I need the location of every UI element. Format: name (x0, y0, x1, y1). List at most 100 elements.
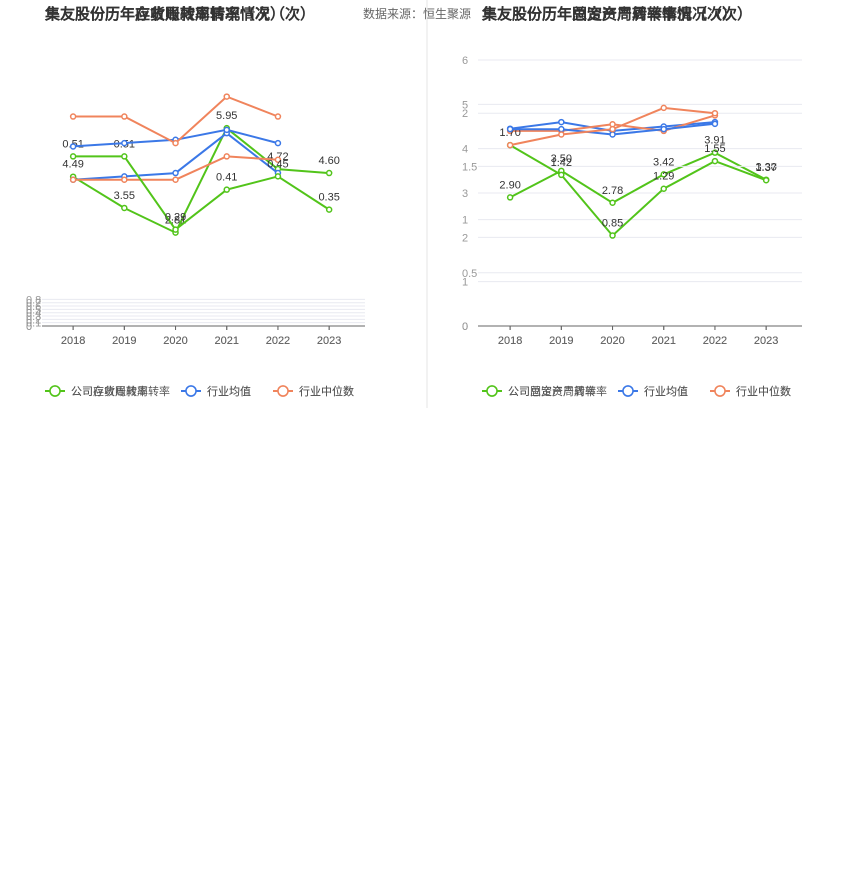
chart4-data-point (711, 109, 719, 117)
chart1-data-point (69, 176, 77, 183)
chart3-data-point (558, 118, 565, 126)
chart1-data-label: 3.55 (114, 190, 135, 202)
chart1-y-tick-label: 0.7 (26, 298, 41, 310)
chart3-legend-label: 行业中位数 (736, 384, 791, 398)
chart1-data-label: 4.60 (318, 155, 339, 167)
chart3-y-tick-label: 1 (462, 277, 468, 289)
chart1-legend-label: 行业均值 (207, 385, 251, 398)
chart4-data-label: 0.85 (602, 218, 623, 230)
chart1-x-tick-label: 2019 (112, 335, 136, 347)
chart2-data-point (121, 153, 128, 160)
chart4-y-tick-label: 1.5 (462, 161, 477, 173)
chart1-series-line-1 (72, 126, 330, 234)
chart1-y-tick-label: 0.4 (26, 308, 41, 320)
chart2-legend-label: 行业中位数 (299, 384, 354, 398)
chart4-data-point (609, 125, 616, 133)
chart4-data-label: 1.37 (755, 162, 776, 174)
chart4-data-point (711, 120, 719, 128)
chart2-legend-label: 公司存货周转率 (71, 384, 148, 398)
chart4-data-point (558, 131, 565, 138)
chart2-data-label: 0.35 (318, 192, 339, 204)
chart3-data-point (609, 199, 616, 207)
chart2-data-label: 0.41 (216, 172, 237, 184)
chart2-data-point (69, 113, 77, 120)
chart1-legend-label: 公司应收账款周转率 (71, 384, 170, 398)
chart2-x-tick-label: 2019 (112, 335, 136, 347)
chart1-data-point (172, 169, 179, 177)
chart3-x-tick-label: 2023 (754, 335, 778, 347)
chart3-y-tick-label: 4 (462, 144, 468, 156)
chart2-x-tick-label: 2022 (266, 335, 290, 347)
chart2-data-point (325, 206, 333, 213)
chart3-data-point (660, 171, 667, 178)
chart3-data-point (506, 194, 514, 201)
chart3-y-tick-label: 2 (462, 232, 468, 244)
chart4-data-point (762, 176, 770, 184)
chart4-data-point (558, 171, 565, 179)
chart1-legend-label: 行业中位数 (299, 384, 354, 398)
chart2-x-tick-label: 2021 (214, 335, 238, 347)
chart3-data-point (711, 149, 719, 156)
chart4-x-tick-label: 2019 (549, 335, 573, 347)
chart4-legend-label: 行业均值 (644, 385, 688, 398)
chart2-legend-swatch-icon (49, 385, 61, 397)
chart4-data-point (660, 104, 667, 112)
chart3-y-tick-label: 0 (462, 321, 468, 333)
chart4-x-tick-label: 2021 (651, 335, 675, 347)
chart3-data-label: 3.50 (551, 153, 572, 165)
chart2-x-tick-label: 2023 (317, 335, 341, 347)
chart2-series-line-1 (73, 155, 330, 232)
chart4-legend-swatch-icon (622, 385, 634, 397)
chart4-x-tick-label: 2018 (498, 335, 522, 347)
chart1-x-tick-label: 2020 (163, 335, 187, 347)
chart2-data-point (223, 186, 230, 193)
chart1-data-point (274, 156, 282, 163)
chart3-data-label: 2.90 (499, 179, 520, 191)
chart4-y-tick-label: 0 (462, 321, 468, 333)
chart2-data-point (274, 113, 282, 120)
chart2-data-point (172, 139, 179, 147)
chart4-data-point (660, 125, 667, 133)
chart1-data-point (172, 176, 179, 183)
chart4-legend-label: 公司固定资产周转率 (508, 384, 607, 398)
chart1-y-tick-label: 0.6 (26, 301, 41, 313)
chart1-y-tick-label: 0.8 (26, 294, 41, 306)
chart1-y-tick-label: 0 (26, 321, 32, 333)
chart2-x-tick-label: 2020 (163, 335, 187, 347)
chart3-data-label: 2.78 (602, 185, 623, 197)
chart1-data-point (121, 204, 128, 212)
chart4-data-point (558, 125, 565, 133)
chart1-x-tick-label: 2022 (266, 335, 290, 347)
chart4-data-point (660, 185, 667, 192)
chart2-data-point (274, 139, 282, 147)
chart2-legend-swatch-icon (277, 385, 289, 397)
chart3-x-tick-label: 2021 (651, 335, 675, 347)
chart2-data-point (223, 126, 230, 134)
chart3-data-label: 3.42 (653, 156, 674, 168)
chart4-data-label: 1.29 (653, 171, 674, 183)
chart1-data-label: 5.95 (216, 110, 237, 122)
chart4-x-tick-label: 2022 (703, 335, 727, 347)
chart4-title: 集友股份历年固定资产周转率情况（次） (481, 5, 752, 23)
chart3-title: 集友股份历年总资产周转率情况（次） (481, 5, 737, 23)
chart3-y-tick-label: 3 (462, 188, 468, 200)
chart2-y-tick-label: 1 (26, 0, 32, 1)
data-source-label: 数据来源：恒生聚源 (363, 6, 471, 21)
chart4-data-point (609, 131, 616, 138)
chart1-data-point (223, 153, 230, 160)
chart2-data-point (121, 139, 128, 147)
chart1-y-tick-label: 0.1 (26, 318, 41, 330)
chart4-series-line-1 (509, 144, 767, 238)
chart2-legend-label: 行业均值 (207, 385, 251, 398)
chart3-x-tick-label: 2018 (498, 335, 522, 347)
chart1-y-tick-label: 0.5 (26, 304, 41, 316)
chart2-data-point (172, 226, 179, 233)
chart3-data-label: 3.91 (704, 135, 725, 147)
chart1-data-point (121, 176, 128, 183)
chart3-x-tick-label: 2022 (703, 335, 727, 347)
chart4-legend-swatch-icon (486, 385, 498, 397)
chart4-y-tick-label: 2 (462, 108, 468, 120)
chart4-data-label: 1.55 (704, 143, 725, 155)
chart2-legend-swatch-icon (185, 385, 197, 397)
